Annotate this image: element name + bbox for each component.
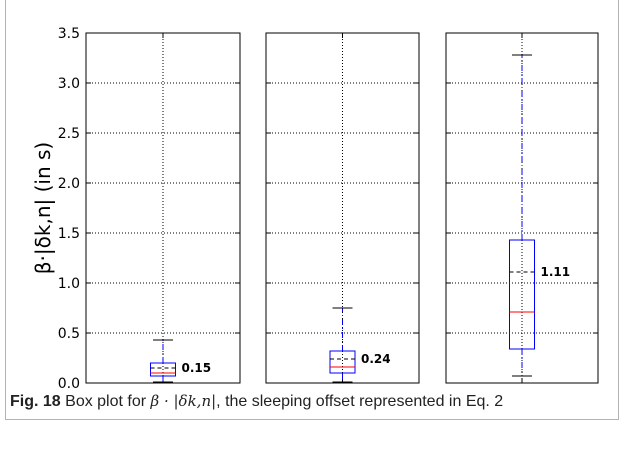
caption-text-after: , the sleeping offset represented in Eq.… <box>216 393 504 410</box>
y-tick-label-1: 0.5 <box>58 326 80 342</box>
panel-frame-1 <box>265 32 420 384</box>
box-plot-chart: β·|δk,n| (in s) 0.0 0.5 1.0 1.5 2.0 2.5 3.0 3.5 U… <box>31 26 599 392</box>
y-tick-label-4: 2.0 <box>58 176 80 192</box>
mean-label-0: 0.15 <box>182 361 212 375</box>
box-0 <box>150 362 176 377</box>
panel-frame-2 <box>445 32 599 384</box>
figure-label: Fig. 18 <box>10 393 61 410</box>
panel-frame-0 <box>85 32 241 384</box>
y-tick-label-7: 3.5 <box>58 26 80 42</box>
mean-label-1: 0.24 <box>361 352 391 366</box>
y-tick-label-2: 1.0 <box>58 276 80 292</box>
mean-label-2: 1.11 <box>541 265 571 279</box>
figure-caption: Fig. 18 Box plot for β · |δk,n|, the sle… <box>10 392 620 411</box>
y-tick-label-6: 3.0 <box>58 76 80 92</box>
y-tick-label-3: 1.5 <box>58 226 80 242</box>
y-axis-label: β·|δk,n| (in s) <box>31 142 55 274</box>
x-tick-label-exponential: Exponential <box>478 391 567 392</box>
figure-frame <box>5 0 619 420</box>
caption-formula: β · |δk,n| <box>150 392 217 410</box>
box-2 <box>509 239 535 350</box>
x-tick-label-gaussian: Gaussian <box>308 391 377 392</box>
caption-text-before: Box plot for <box>65 393 147 410</box>
box-1 <box>329 350 356 374</box>
x-tick-label-uniform: Uniform <box>133 391 193 392</box>
y-tick-label-5: 2.5 <box>58 126 80 142</box>
y-tick-label-0: 0.0 <box>58 376 80 392</box>
